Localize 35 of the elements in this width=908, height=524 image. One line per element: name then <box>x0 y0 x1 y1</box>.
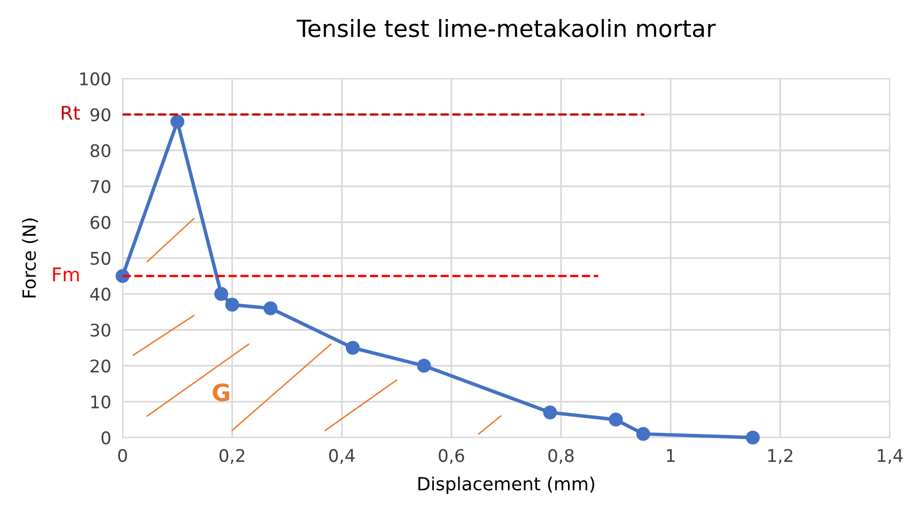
ref-line-label: Fm <box>53 268 79 282</box>
y-tick-label: 30 <box>90 324 110 337</box>
x-tick-label: 1,4 <box>878 449 903 464</box>
y-tick-label: 0 <box>102 431 110 444</box>
y-tick-label: 90 <box>90 108 110 122</box>
x-tick-label: 0,4 <box>329 448 355 464</box>
y-tick-label: 60 <box>90 216 110 230</box>
point <box>264 301 278 316</box>
x-tick-label: 0 <box>118 448 127 462</box>
y-tick-label: 20 <box>90 359 110 373</box>
y-tick-label: 80 <box>90 144 110 158</box>
y-tick-label: 100 <box>80 72 110 86</box>
y-tick-label: 50 <box>90 252 110 265</box>
y-tick-label: 40 <box>90 288 110 301</box>
point <box>608 412 623 427</box>
y-axis-title: Force (N) <box>22 218 38 298</box>
x-tick-label: 0,8 <box>548 448 574 464</box>
x-tick-label: 0,2 <box>220 448 244 464</box>
point <box>346 340 360 355</box>
x-tick-label: 1,2 <box>768 448 792 464</box>
point <box>746 430 760 444</box>
x-axis-title: Displacement (mm) <box>418 476 594 494</box>
point <box>214 287 228 301</box>
chart-title: Tensile test lime-metakaolin mortar <box>296 18 716 38</box>
point <box>417 358 431 373</box>
y-tick-label: 70 <box>90 180 110 194</box>
annotation: G <box>212 383 230 402</box>
point <box>636 427 650 441</box>
x-tick-label: 1 <box>667 449 675 462</box>
ref-line-label: Rt <box>62 106 80 120</box>
point <box>225 298 240 312</box>
point <box>170 114 184 129</box>
y-tick-label: 10 <box>91 395 110 408</box>
x-tick-label: 0,6 <box>438 448 464 464</box>
point <box>543 405 557 420</box>
